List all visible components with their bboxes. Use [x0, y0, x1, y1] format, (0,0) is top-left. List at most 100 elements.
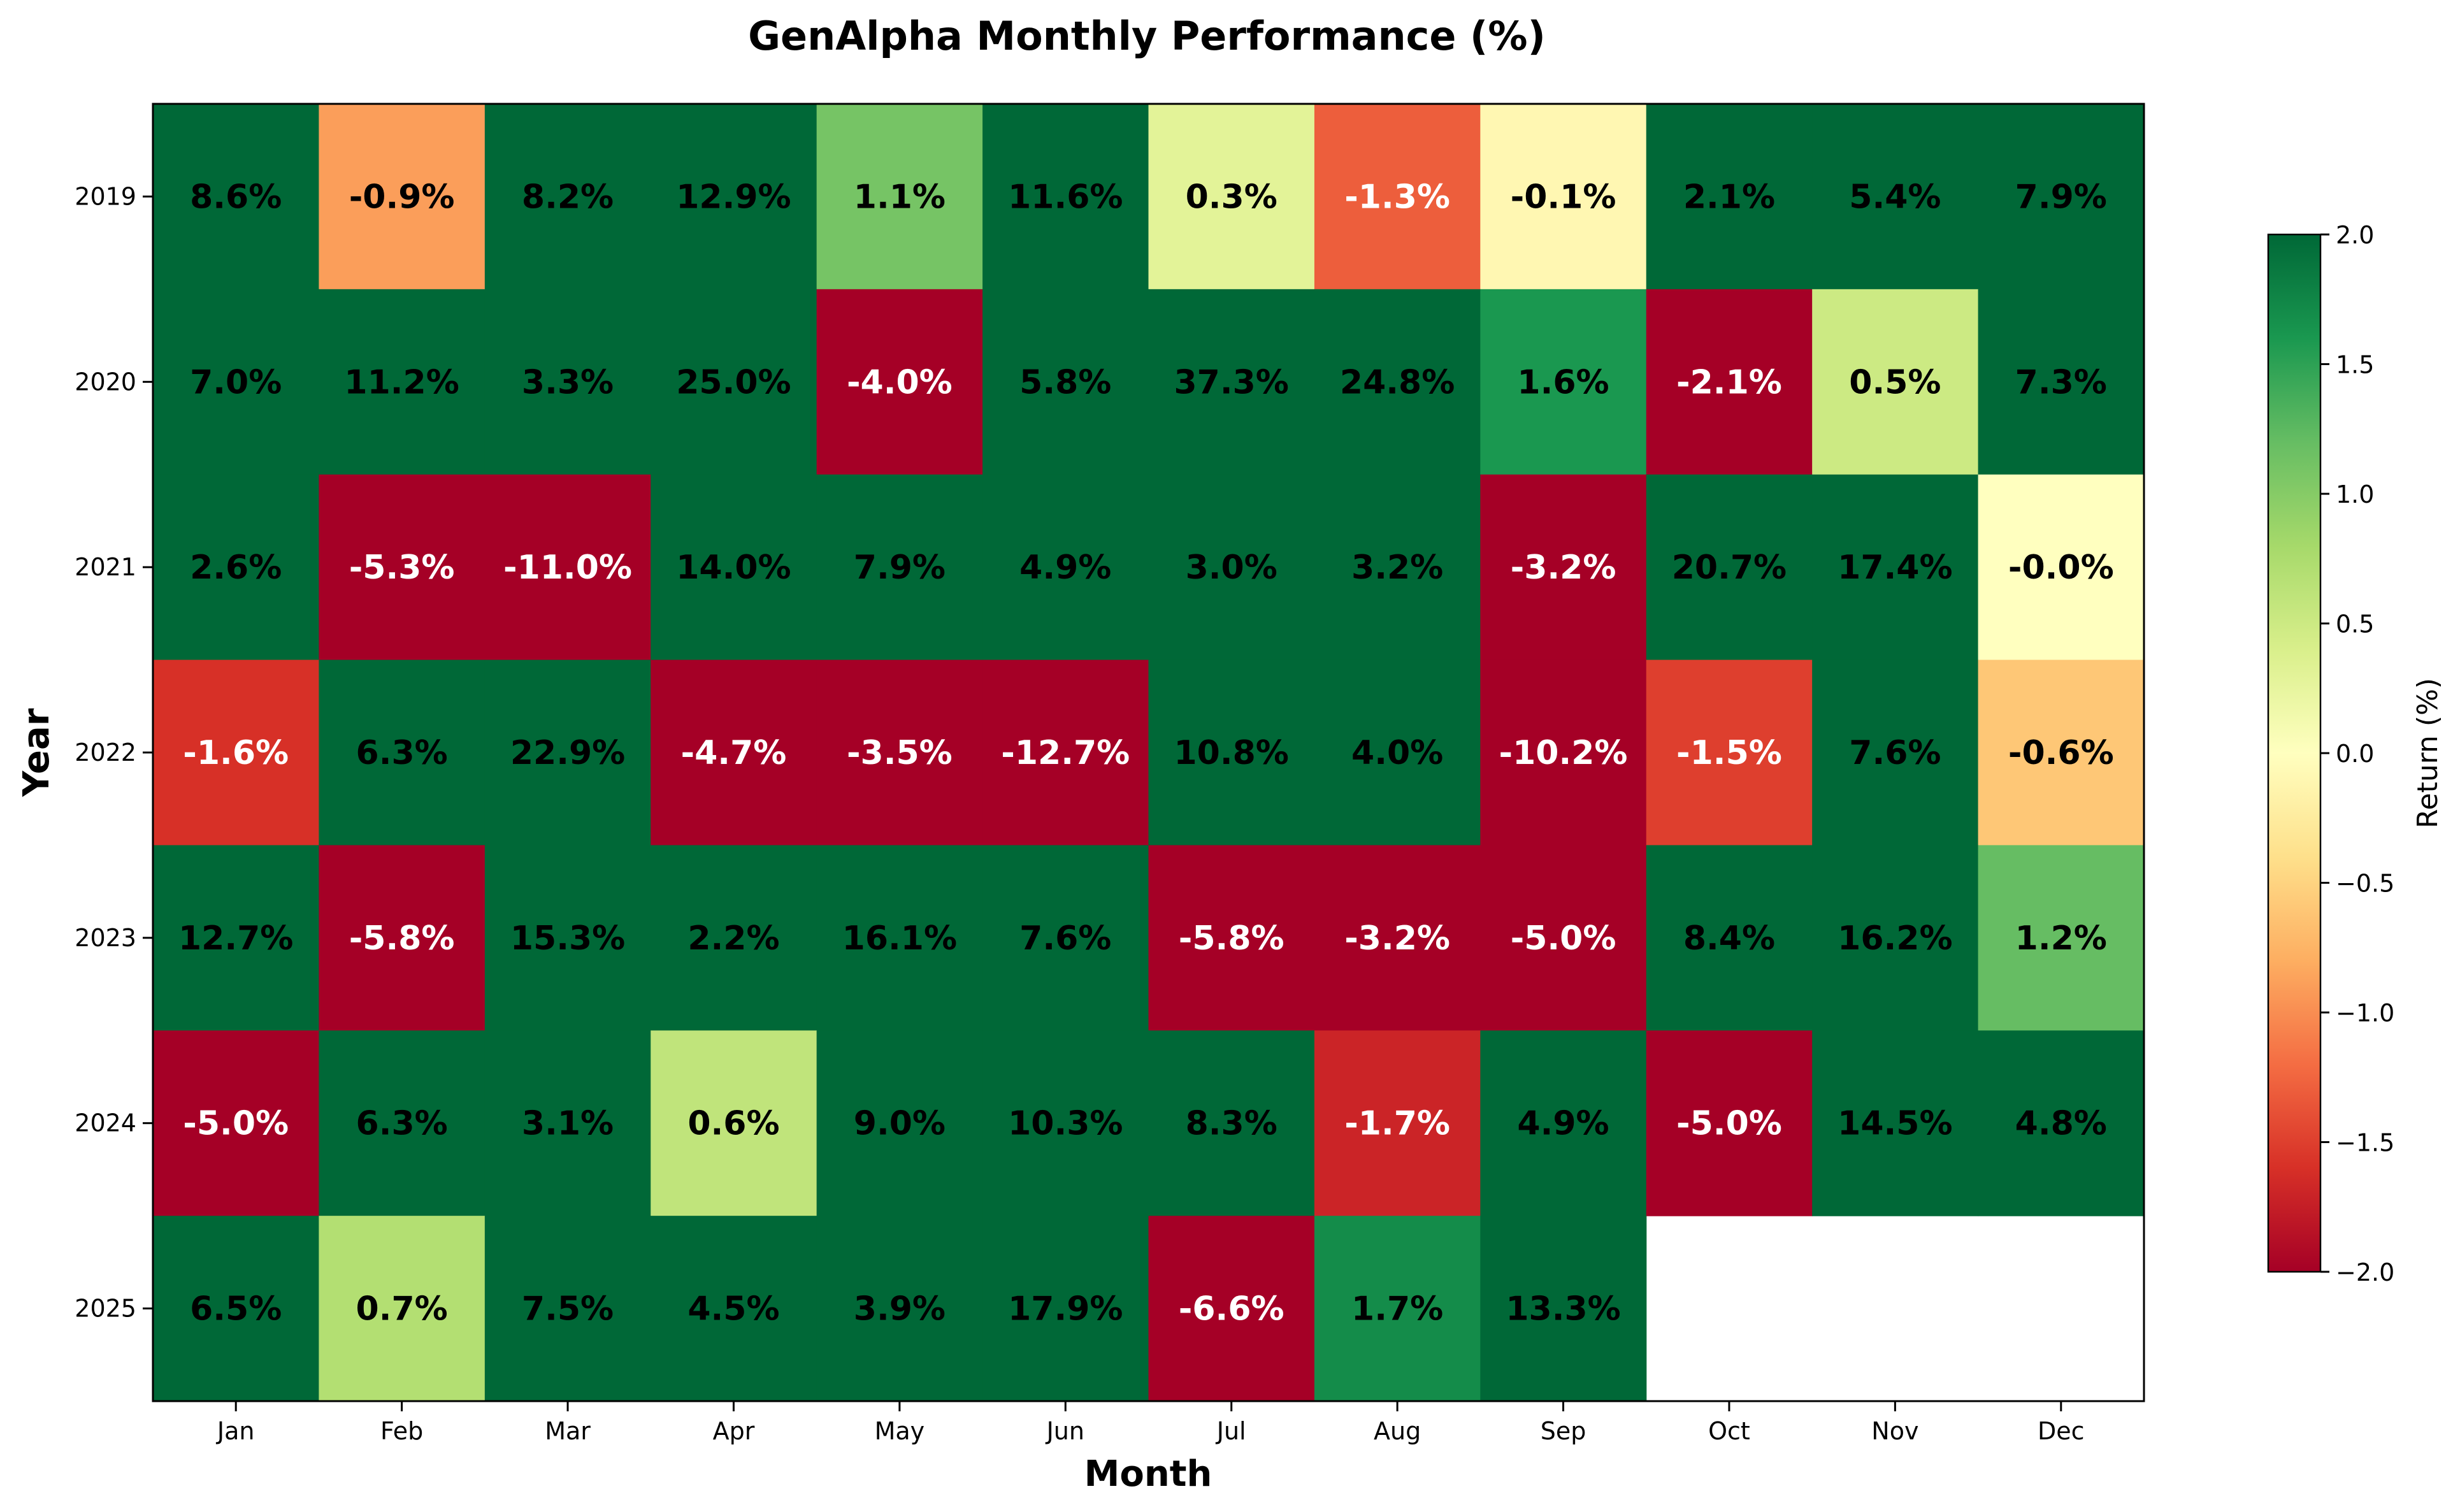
x-axis-label: Month [1084, 1453, 1212, 1495]
heatmap-cell [1148, 1216, 1315, 1402]
cell-label: 16.2% [1838, 919, 1952, 958]
cell-label: 7.9% [854, 549, 946, 587]
cell-label: -2.1% [1676, 363, 1782, 401]
cell-label: 9.0% [854, 1105, 946, 1143]
y-tick-label: 2023 [75, 924, 136, 952]
cell-label: 16.1% [842, 919, 957, 958]
colorbar-tick-label: 0.0 [2336, 740, 2374, 768]
heatmap-cell [1480, 474, 1647, 661]
heatmap-cell [1812, 289, 1979, 475]
heatmap-cell [1314, 289, 1481, 475]
cell-label: -5.0% [1676, 1105, 1782, 1143]
heatmap-cell [982, 845, 1149, 1031]
heatmap-cell [1978, 845, 2145, 1031]
cell-label: 15.3% [510, 919, 625, 958]
colorbar-tick-label: −0.5 [2336, 870, 2394, 898]
cell-label: 2.1% [1683, 178, 1775, 216]
cell-label: 6.5% [190, 1290, 282, 1328]
heatmap-cell [1480, 104, 1647, 290]
cell-label: 12.9% [676, 178, 791, 216]
heatmap-cell [153, 1216, 320, 1402]
heatmap-cell [651, 104, 817, 290]
cell-label: 11.2% [344, 363, 459, 401]
cell-label: 8.6% [190, 178, 282, 216]
cell-label: 1.7% [1351, 1290, 1443, 1328]
heatmap-cell [982, 659, 1149, 846]
heatmap-cell [1480, 659, 1647, 846]
cell-label: 1.2% [2015, 919, 2107, 958]
heatmap-cell [1978, 289, 2145, 475]
cell-label: -1.3% [1344, 178, 1450, 216]
heatmap-cell [816, 1030, 983, 1216]
heatmap-cell [651, 1030, 817, 1216]
heatmap-cell [484, 474, 651, 661]
heatmap-cell [1978, 474, 2145, 661]
cell-label: 8.3% [1186, 1105, 1277, 1143]
colorbar-tick-label: 1.5 [2336, 351, 2374, 379]
heatmap-cell [651, 474, 817, 661]
heatmap-cell [319, 1030, 486, 1216]
colorbar-tick-label: −2.0 [2336, 1258, 2394, 1286]
heatmap-cell [816, 104, 983, 290]
heatmap-cell [816, 1216, 983, 1402]
cell-label: 7.6% [1849, 734, 1941, 772]
cell-label: 10.3% [1008, 1105, 1123, 1143]
heatmap-cell [484, 1030, 651, 1216]
heatmap-cell [1646, 1030, 1813, 1216]
cell-label: 1.6% [1517, 363, 1609, 401]
cell-label: 2.2% [687, 919, 779, 958]
heatmap-cell [153, 289, 320, 475]
cell-label: -10.2% [1499, 734, 1628, 772]
chart-title: GenAlpha Monthly Performance (%) [748, 13, 1546, 59]
cell-label: -1.6% [183, 734, 289, 772]
heatmap-cell [1314, 1030, 1481, 1216]
x-tick-label: Apr [713, 1417, 755, 1445]
heatmap-cell [484, 289, 651, 475]
cell-label: -6.6% [1179, 1290, 1284, 1328]
heatmap-cell [319, 659, 486, 846]
cell-label: 6.3% [356, 1105, 448, 1143]
cell-label: 5.4% [1849, 178, 1941, 216]
heatmap-cell [1148, 474, 1315, 661]
cell-label: 14.5% [1838, 1105, 1952, 1143]
heatmap-cell [1314, 1216, 1481, 1402]
cell-label: 0.3% [1186, 178, 1277, 216]
heatmap-cell [982, 104, 1149, 290]
heatmap-cell [153, 104, 320, 290]
cell-label: 1.1% [854, 178, 946, 216]
cell-label: -3.5% [847, 734, 953, 772]
heatmap-cell [816, 289, 983, 475]
colorbar-tick-label: 0.5 [2336, 610, 2374, 638]
cell-label: -5.0% [1511, 919, 1616, 958]
cell-label: 7.3% [2015, 363, 2107, 401]
cell-label: 3.0% [1186, 549, 1277, 587]
heatmap-cell [153, 1030, 320, 1216]
heatmap-cell [153, 659, 320, 846]
cell-label: -11.0% [503, 549, 632, 587]
y-tick-label: 2025 [75, 1295, 136, 1323]
cell-label: 0.7% [356, 1290, 448, 1328]
heatmap-cell [816, 659, 983, 846]
heatmap-cell [982, 1216, 1149, 1402]
cell-label: 0.5% [1849, 363, 1941, 401]
y-tick-label: 2020 [75, 368, 136, 396]
heatmap-cell [816, 474, 983, 661]
heatmap-cell [651, 659, 817, 846]
cell-label: -4.0% [847, 363, 953, 401]
cell-label: 4.5% [687, 1290, 779, 1328]
heatmap-cell [319, 1216, 486, 1402]
cell-label: -1.5% [1676, 734, 1782, 772]
heatmap-cell [1812, 845, 1979, 1031]
cell-label: -5.0% [183, 1105, 289, 1143]
y-tick-label: 2019 [75, 182, 136, 210]
heatmap-cell [1812, 104, 1979, 290]
colorbar-ticks: −2.0 −1.5 −1.0 −0.5 0.0 0.5 1.0 1.5 2.0 [2320, 221, 2394, 1286]
heatmap-cell [153, 474, 320, 661]
cell-label: 12.7% [178, 919, 293, 958]
cell-label: 3.3% [522, 363, 614, 401]
cell-label: 4.8% [2015, 1105, 2107, 1143]
heatmap-cell [1314, 104, 1481, 290]
cell-label: -0.9% [349, 178, 455, 216]
heatmap-cell [484, 1216, 651, 1402]
